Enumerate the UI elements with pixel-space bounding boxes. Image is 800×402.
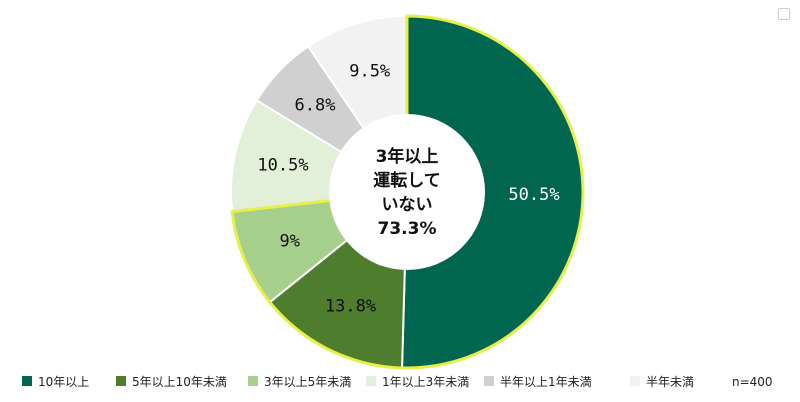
highlight-outline	[230, 14, 585, 370]
legend-swatch-5	[484, 376, 494, 386]
legend-swatch-2	[116, 376, 126, 386]
sample-size-label: n=400	[732, 375, 773, 389]
corner-icon	[778, 8, 790, 20]
center-label-value: 73.3%	[378, 219, 437, 239]
slice-label-1: 50.5%	[508, 185, 559, 205]
highlight-layer	[230, 14, 585, 370]
slice-label-4: 10.5%	[257, 156, 308, 176]
slice-label-3: 9%	[279, 232, 299, 252]
legend-swatch-1	[22, 376, 32, 386]
center-label-line-2: 運転して	[373, 170, 441, 191]
legend-label-2: 5年以上10年未満	[132, 375, 227, 389]
center-label-line-3: いない	[382, 195, 433, 215]
slice-label-5: 6.8%	[295, 95, 336, 115]
center-label-line-1: 3年以上	[376, 146, 439, 167]
legend-label-4: 1年以上3年未満	[382, 375, 469, 389]
slice-labels-group: 50.5% 13.8% 9% 10.5% 6.8% 9.5%	[257, 62, 559, 317]
legend: 10年以上 5年以上10年未満 3年以上5年未満 1年以上3年未満 半年以上1年未満 半年…	[22, 375, 694, 389]
legend-swatch-3	[248, 376, 258, 386]
legend-label-5: 半年以上1年未満	[500, 375, 592, 389]
legend-label-3: 3年以上5年未満	[264, 375, 351, 389]
legend-swatch-6	[630, 376, 640, 386]
legend-label-1: 10年以上	[38, 375, 89, 389]
legend-label-6: 半年未満	[646, 375, 694, 389]
slice-label-6: 9.5%	[349, 62, 390, 82]
slice-label-2: 13.8%	[325, 297, 376, 317]
center-hole	[329, 114, 485, 270]
center-label: 3年以上 運転して いない 73.3%	[373, 146, 441, 239]
legend-swatch-4	[366, 376, 376, 386]
